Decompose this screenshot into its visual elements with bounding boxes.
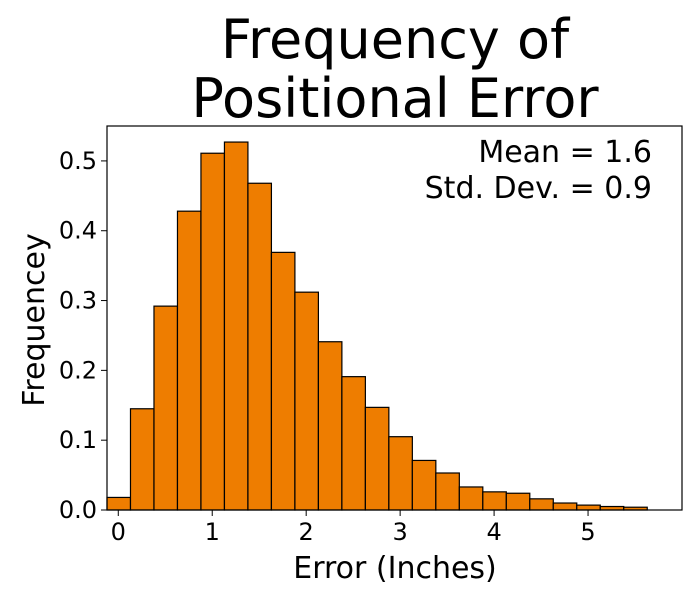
histogram-bar-4 bbox=[200, 152, 226, 511]
x-tick-label-2: 2 bbox=[299, 518, 314, 546]
histogram-bar-18 bbox=[529, 498, 554, 511]
chart-title-line-1: Frequency of bbox=[221, 8, 571, 71]
y-axis-label: Frequencey bbox=[17, 233, 52, 406]
y-tick-label-1: 0.1 bbox=[59, 426, 97, 454]
histogram-bar-0 bbox=[106, 496, 132, 511]
y-tick-label-3: 0.3 bbox=[59, 287, 97, 315]
y-tick-label-2: 0.2 bbox=[59, 356, 97, 384]
chart-title-line-2: Positional Error bbox=[191, 67, 599, 130]
std-dev-annotation: Std. Dev. = 0.9 bbox=[425, 171, 652, 206]
histogram-bar-14 bbox=[435, 472, 460, 511]
histogram-bar-16 bbox=[482, 491, 507, 511]
x-tick-label-5: 5 bbox=[580, 518, 595, 546]
histogram-bar-7 bbox=[270, 251, 296, 511]
histogram-bar-10 bbox=[341, 376, 366, 511]
x-tick-label-4: 4 bbox=[486, 518, 501, 546]
histogram-bar-20 bbox=[576, 504, 601, 511]
histogram-bar-17 bbox=[505, 492, 531, 511]
y-axis-ticks: 0.0 0.1 0.2 0.3 0.4 0.5 bbox=[59, 147, 107, 524]
x-tick-label-0: 0 bbox=[111, 518, 126, 546]
histogram-bar-2 bbox=[153, 305, 179, 511]
histogram-bar-5 bbox=[223, 141, 249, 511]
histogram-bar-11 bbox=[364, 406, 390, 511]
y-tick-label-0: 0.0 bbox=[59, 496, 97, 524]
chart-title: Frequency of Positional Error bbox=[191, 8, 599, 130]
histogram-bar-9 bbox=[317, 341, 343, 511]
y-tick-label-4: 0.4 bbox=[59, 217, 97, 245]
histogram-bar-15 bbox=[458, 486, 484, 511]
histogram-bar-1 bbox=[129, 408, 155, 511]
histogram-bar-12 bbox=[388, 436, 413, 511]
histogram-bars bbox=[106, 141, 648, 511]
x-axis-ticks: 0 1 2 3 4 5 bbox=[111, 510, 596, 546]
histogram-bar-6 bbox=[247, 182, 273, 511]
histogram-bar-3 bbox=[176, 210, 202, 511]
histogram-bar-8 bbox=[294, 291, 320, 511]
y-tick-label-5: 0.5 bbox=[59, 147, 97, 175]
x-axis-label: Error (Inches) bbox=[293, 551, 497, 586]
x-tick-label-3: 3 bbox=[392, 518, 407, 546]
histogram-bar-13 bbox=[411, 459, 437, 511]
histogram-bar-19 bbox=[552, 502, 578, 511]
x-tick-label-1: 1 bbox=[205, 518, 220, 546]
plot-frame bbox=[106, 125, 683, 511]
mean-annotation: Mean = 1.6 bbox=[478, 135, 652, 170]
